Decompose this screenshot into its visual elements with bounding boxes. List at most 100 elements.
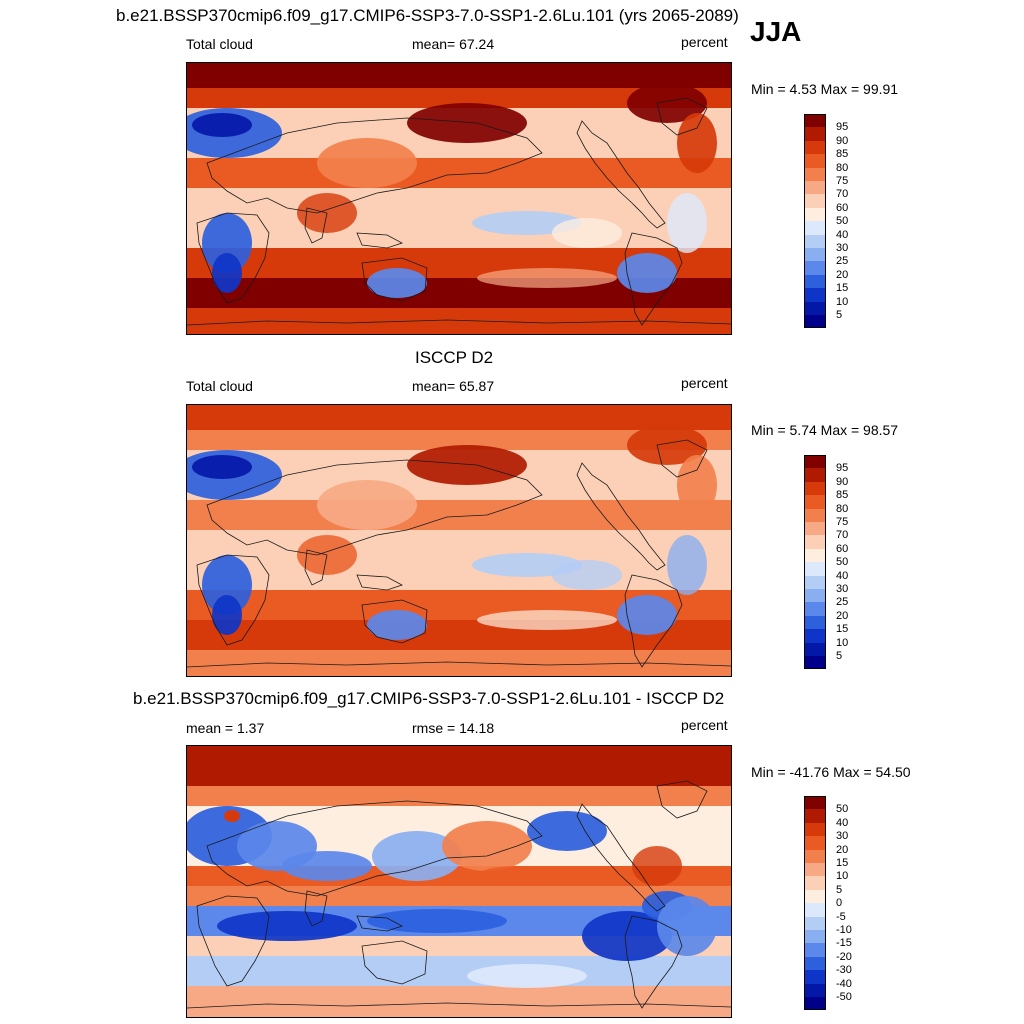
field-patch <box>192 455 252 479</box>
continent-outline-icon <box>304 549 328 586</box>
field-patch <box>677 455 717 515</box>
panel1-map <box>186 62 732 335</box>
continent-outline-icon <box>187 661 731 668</box>
colorbar-tick-label: 30 <box>836 242 849 254</box>
colorbar-swatch <box>804 288 826 302</box>
colorbar-tick-label: -40 <box>836 977 852 990</box>
field-patch <box>224 810 240 822</box>
field-patch <box>372 831 462 881</box>
colorbar-tick-label: 25 <box>836 255 849 268</box>
panel1-mean-label: mean= 67.24 <box>412 36 495 52</box>
colorbar-swatch <box>804 629 826 643</box>
colorbar-tick-label: 75 <box>836 516 849 528</box>
colorbar-swatch <box>804 167 826 181</box>
field-patch <box>367 268 427 298</box>
field-patch <box>667 535 707 595</box>
continent-outline-icon <box>356 915 404 932</box>
colorbar-swatch <box>804 481 826 496</box>
field-band <box>187 88 731 108</box>
continent-outline-icon <box>196 212 270 304</box>
colorbar-tick-label: 40 <box>836 569 849 582</box>
colorbar-swatch <box>804 194 826 208</box>
colorbar-tick-label: -10 <box>836 924 852 936</box>
field-patch <box>477 268 617 288</box>
field-patch <box>627 83 707 123</box>
colorbar-swatch <box>804 863 826 877</box>
continent-outline-icon <box>576 120 666 229</box>
field-patch <box>317 480 417 530</box>
colorbar-swatch <box>804 970 826 984</box>
colorbar-tick-label: 5 <box>836 883 843 896</box>
colorbar-swatch <box>804 642 826 656</box>
colorbar-tick-label: 30 <box>836 583 849 595</box>
colorbar-swatch <box>804 468 826 482</box>
panel3-units-label: percent <box>681 717 728 733</box>
continent-outline-icon <box>206 117 543 214</box>
field-patch <box>582 911 672 961</box>
colorbar-swatch <box>804 930 826 944</box>
colorbar-tick-label: 95 <box>836 121 849 134</box>
field-patch <box>617 595 677 635</box>
panel3-colorbar: 50 40 30 20 15 10 5 0 -5 -10 -15 -20 -30 -40 -50 <box>804 796 864 1011</box>
colorbar-swatch <box>804 589 826 603</box>
field-patch <box>667 193 707 253</box>
continent-outline-icon <box>356 232 404 249</box>
colorbar-swatch <box>804 809 826 823</box>
colorbar-swatch <box>804 274 826 289</box>
continent-outline-icon <box>576 462 666 571</box>
panel2-minmax-label: Min = 5.74 Max = 98.57 <box>751 422 899 438</box>
field-patch <box>627 425 707 465</box>
panel3-rmse-label: rmse = 14.18 <box>412 720 495 736</box>
colorbar-swatch <box>804 876 826 890</box>
colorbar-tick-label: 10 <box>836 636 849 649</box>
colorbar-tick-label: 15 <box>836 623 849 636</box>
colorbar-swatch <box>804 943 826 957</box>
colorbar-swatch <box>804 508 826 522</box>
field-patch <box>317 138 417 188</box>
continent-outline-icon <box>576 803 666 912</box>
colorbar-swatch <box>804 495 826 509</box>
colorbar-swatch <box>804 127 826 141</box>
field-band <box>187 63 731 88</box>
colorbar-tick-label: -50 <box>836 991 852 1003</box>
field-patch <box>552 218 622 248</box>
field-band <box>187 786 731 806</box>
panel2-map <box>186 404 732 677</box>
field-patch <box>657 896 717 956</box>
colorbar-tick-label: 40 <box>836 816 849 829</box>
colorbar-swatch <box>804 154 826 168</box>
panel1-colorbar: 95 90 85 80 75 70 60 50 40 30 25 20 15 10 5 <box>804 114 864 329</box>
colorbar-swatch <box>804 315 826 329</box>
colorbar-swatch <box>804 140 826 155</box>
field-patch <box>282 851 372 881</box>
field-band <box>187 405 731 430</box>
colorbar-tick-label: -20 <box>836 950 852 963</box>
panel1-title: b.e21.BSSP370cmip6.f09_g17.CMIP6-SSP3-7.… <box>116 6 739 25</box>
continent-outline-icon <box>656 439 708 478</box>
field-patch <box>367 610 427 640</box>
continent-outline-icon <box>361 257 428 302</box>
panel1-units-label: percent <box>681 34 728 50</box>
panel3-map <box>186 745 732 1018</box>
field-patch <box>677 113 717 173</box>
panel3-title: b.e21.BSSP370cmip6.f09_g17.CMIP6-SSP3-7.… <box>133 689 725 708</box>
continent-outline-icon <box>187 319 731 326</box>
panel1-minmax-label: Min = 4.53 Max = 99.91 <box>751 81 899 97</box>
colorbar-tick-label: 30 <box>836 830 849 843</box>
colorbar-swatch <box>804 656 826 670</box>
continent-outline-icon <box>356 574 404 591</box>
colorbar-swatch <box>804 548 826 563</box>
field-patch <box>617 253 677 293</box>
colorbar-tick-label: 70 <box>836 188 849 201</box>
continent-outline-icon <box>656 780 708 819</box>
colorbar-swatch <box>804 575 826 589</box>
field-patch <box>217 911 357 941</box>
field-patch <box>202 213 252 273</box>
continent-outline-icon <box>624 574 683 668</box>
field-patch <box>442 821 532 871</box>
colorbar-swatch <box>804 301 826 315</box>
colorbar-swatch <box>804 903 826 917</box>
continent-outline-icon <box>304 890 328 927</box>
colorbar-swatch <box>804 602 826 616</box>
colorbar-tick-label: 50 <box>836 215 849 228</box>
